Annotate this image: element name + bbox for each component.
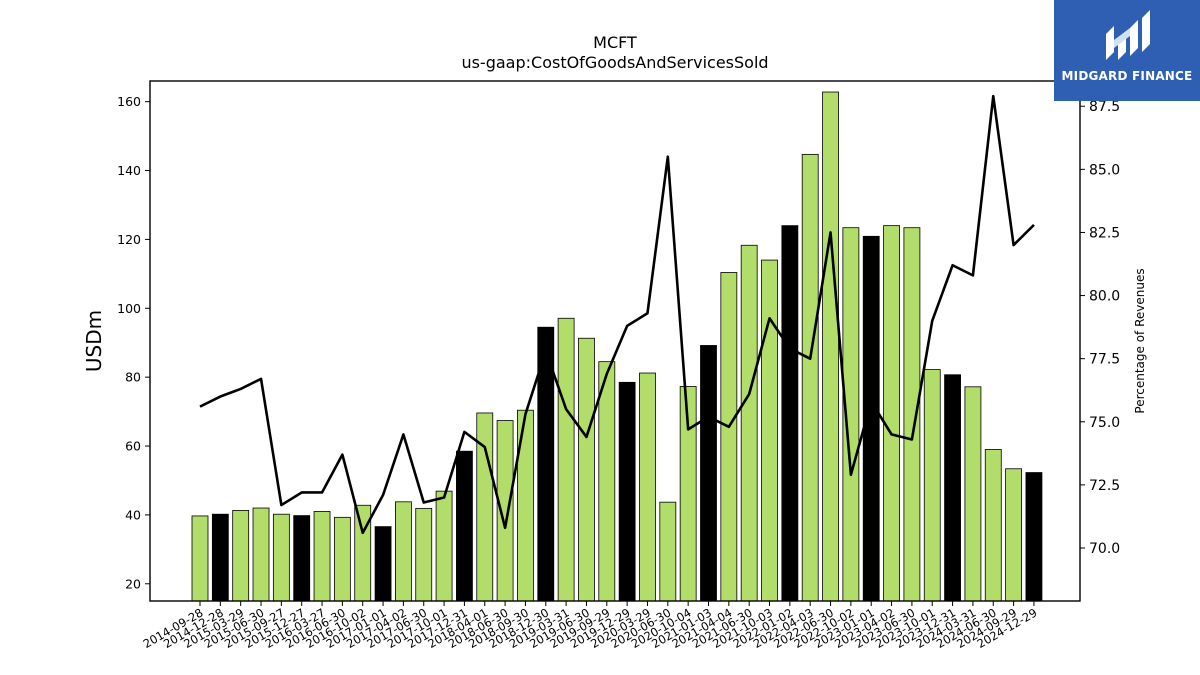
bar-2024-03-31	[964, 386, 982, 602]
bar-2017-06-30	[415, 507, 433, 602]
y2-tick-label: 72.5	[1089, 478, 1120, 494]
bar-2018-04-01	[476, 412, 494, 602]
bar-2024-06-30	[984, 449, 1002, 602]
y2-tick-label: 82.5	[1089, 225, 1120, 241]
bar-2015-06-30	[252, 507, 270, 602]
y2-axis: 70.0 72.5 75.0 77.5 80.0 82.5 85.0 87.5	[1080, 99, 1120, 557]
bar-2021-06-30	[740, 244, 758, 602]
y2-tick-label: 80.0	[1089, 289, 1120, 305]
y-tick-label: 120	[117, 232, 141, 247]
y2-tick-label: 70.0	[1089, 541, 1120, 557]
bar-2022-04-03	[801, 153, 819, 602]
bar-2021-10-03	[761, 259, 778, 602]
y-tick-label: 80	[125, 370, 141, 385]
bar-2016-03-27	[313, 511, 331, 602]
y2-tick-label: 75.0	[1089, 415, 1120, 431]
bar-2017-10-01	[435, 490, 453, 602]
y2-tick-label: 85.0	[1089, 162, 1120, 178]
midgard-logo-icon	[1106, 10, 1150, 60]
y-axis-label: USDm	[82, 310, 106, 372]
plot-frame	[149, 80, 1081, 602]
bar-2017-12-31	[456, 450, 473, 602]
bar-2014-12-28	[211, 513, 229, 602]
y2-axis-label: Percentage of Revenues	[1133, 268, 1147, 413]
bar-2015-09-27	[272, 513, 290, 602]
bar-series	[191, 91, 1043, 602]
bar-2021-01-03	[700, 345, 717, 602]
y-tick-label: 40	[125, 507, 141, 522]
bar-2019-06-30	[578, 337, 595, 602]
bar-2017-01-01	[374, 526, 392, 602]
bar-2017-04-02	[394, 501, 412, 602]
bar-2023-12-31	[944, 374, 961, 602]
bar-2016-06-30	[333, 516, 351, 602]
bar-2020-06-30	[659, 501, 677, 602]
bar-2019-03-31	[557, 317, 575, 602]
logo-text: MIDGARD FINANCE	[1061, 69, 1193, 83]
bar-2015-03-29	[232, 510, 250, 602]
bar-2022-06-30	[822, 91, 839, 602]
bar-2019-09-29	[598, 361, 616, 602]
bar-2019-12-29	[618, 381, 636, 602]
bar-2023-10-01	[923, 369, 941, 602]
y-tick-label: 160	[117, 94, 141, 109]
y2-tick-label: 77.5	[1089, 352, 1120, 368]
y-tick-label: 100	[117, 301, 141, 316]
bar-2022-01-02	[781, 225, 799, 602]
bar-2015-12-27	[293, 515, 311, 602]
bar-2020-03-29	[639, 372, 656, 602]
bar-2016-10-02	[354, 504, 372, 602]
chart-subtitle: us-gaap:CostOfGoodsAndServicesSold	[461, 53, 768, 72]
y-tick-label: 60	[125, 439, 141, 454]
x-axis: 2014-09-282014-12-282015-03-292015-06-30…	[141, 601, 1039, 651]
bar-2014-09-28	[191, 515, 209, 602]
bar-2024-12-29	[1025, 472, 1043, 602]
percentage-line	[199, 94, 1035, 535]
y-axis: 20 40 60 80 100 120 140 160	[117, 94, 150, 591]
chart-title: MCFT	[593, 33, 637, 52]
bar-2024-09-29	[1005, 468, 1022, 602]
bar-2021-04-04	[720, 272, 738, 602]
bar-2023-04-02	[883, 225, 900, 602]
y2-tick-label: 87.5	[1089, 99, 1120, 115]
y-tick-label: 140	[117, 163, 141, 178]
brand-logo: MIDGARD FINANCE	[1054, 0, 1200, 101]
y-tick-label: 20	[125, 576, 141, 591]
